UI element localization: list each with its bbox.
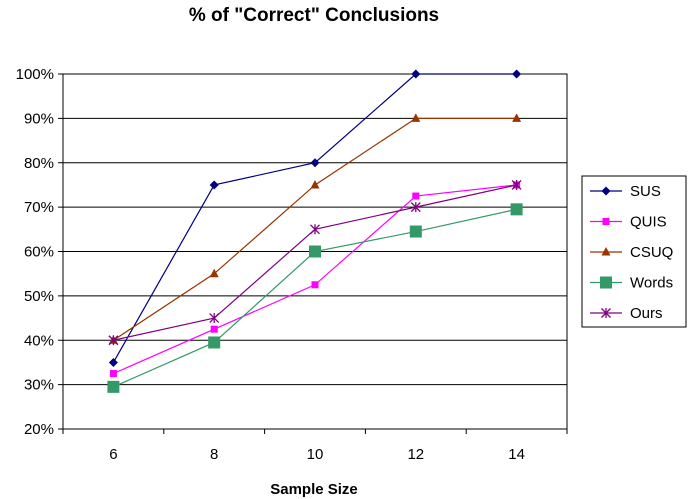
legend: SUS QUIS CSUQ Words Ours [581, 175, 687, 328]
series-group [107, 69, 523, 393]
data-point-words [510, 203, 523, 216]
y-tick-label: 20% [24, 421, 54, 438]
legend-label: QUIS [630, 214, 667, 231]
legend-item-csuq: CSUQ [590, 244, 673, 261]
legend-label: CSUQ [630, 244, 673, 261]
legend-label: Ours [630, 305, 663, 322]
x-axis: 6 8 10 12 14 [62, 429, 568, 463]
x-tick-label: 8 [210, 446, 218, 463]
legend-item-ours: Ours [590, 305, 663, 322]
data-point-words [107, 380, 120, 393]
x-tick-label: 14 [508, 446, 525, 463]
data-point-sus [108, 357, 118, 367]
y-tick-label: 50% [24, 288, 54, 305]
data-point-quis [412, 192, 420, 200]
data-point-ours [108, 335, 119, 346]
data-point-csuq [512, 113, 522, 122]
data-point-quis [210, 325, 218, 333]
x-tick-label: 10 [307, 446, 324, 463]
data-point-words [409, 225, 422, 238]
data-point-sus [310, 158, 320, 168]
data-point-ours [511, 179, 522, 190]
data-point-quis [311, 281, 319, 289]
x-tick-label: 12 [407, 446, 424, 463]
y-tick-label: 30% [24, 377, 54, 394]
legend-marker-csuq [601, 247, 611, 256]
y-axis: 20% 30% 40% 50% 60% 70% 80% 90% 100% [16, 66, 63, 438]
data-point-words [309, 245, 321, 258]
data-point-ours [410, 202, 421, 213]
series-line-words [113, 208, 517, 388]
y-tick-label: 70% [24, 199, 54, 216]
series-sus [108, 69, 522, 367]
x-tick-label: 6 [109, 446, 117, 463]
legend-item-quis: QUIS [590, 214, 667, 231]
series-line-sus [112, 73, 517, 363]
data-point-words [208, 336, 221, 349]
legend-label: SUS [630, 183, 661, 200]
chart-title: % of "Correct" Conclusions [189, 5, 439, 26]
data-point-sus [512, 69, 522, 79]
y-tick-label: 80% [24, 155, 54, 172]
data-point-sus [209, 180, 219, 190]
series-line-quis [113, 184, 517, 375]
series-words [107, 203, 523, 393]
data-point-csuq [411, 113, 421, 122]
series-ours [108, 179, 522, 346]
data-point-ours [310, 224, 320, 235]
legend-item-words: Words [590, 275, 673, 292]
legend-marker-sus [601, 186, 611, 196]
x-axis-label: Sample Size [270, 481, 358, 498]
legend-label: Words [630, 275, 673, 292]
y-tick-label: 60% [24, 244, 54, 261]
data-point-sus [411, 69, 421, 79]
series-quis [109, 181, 521, 378]
legend-item-sus: SUS [590, 183, 661, 200]
data-point-quis [109, 370, 117, 378]
legend-marker-words [600, 276, 612, 289]
data-point-ours [209, 313, 220, 324]
legend-marker-ours [601, 308, 611, 318]
data-point-csuq [310, 179, 320, 189]
y-tick-label: 100% [16, 66, 54, 83]
y-tick-label: 90% [24, 110, 54, 127]
legend-marker-quis [602, 218, 610, 225]
y-tick-label: 40% [24, 332, 54, 349]
series-line-ours [113, 184, 517, 341]
data-point-csuq [209, 268, 219, 278]
